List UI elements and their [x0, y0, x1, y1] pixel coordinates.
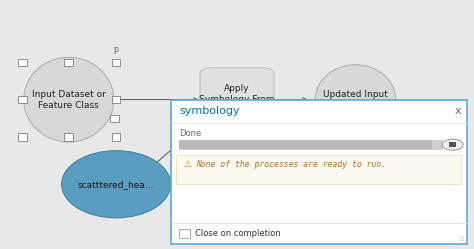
FancyBboxPatch shape	[171, 100, 467, 244]
Text: Updated Input
Layer: Updated Input Layer	[323, 90, 388, 110]
Bar	[18, 59, 27, 66]
Text: Input Dataset or
Feature Class: Input Dataset or Feature Class	[32, 90, 106, 110]
Bar	[179, 229, 190, 238]
Bar	[112, 96, 120, 103]
Text: x: x	[455, 106, 462, 117]
Ellipse shape	[315, 65, 396, 134]
Bar	[18, 96, 27, 103]
Text: Close on completion: Close on completion	[195, 229, 281, 238]
Bar	[64, 133, 73, 141]
Bar	[110, 115, 119, 122]
Circle shape	[442, 139, 463, 150]
Text: Apply
Symbology From
Layer: Apply Symbology From Layer	[199, 84, 275, 115]
FancyBboxPatch shape	[200, 68, 274, 131]
Bar	[18, 133, 27, 141]
Bar	[179, 140, 442, 149]
Text: p: p	[114, 45, 118, 54]
Bar	[449, 142, 456, 147]
Text: ⚠: ⚠	[183, 160, 191, 169]
Text: ⠿: ⠿	[459, 237, 464, 242]
Bar	[112, 59, 120, 66]
Bar	[179, 140, 432, 149]
Ellipse shape	[62, 151, 171, 218]
Ellipse shape	[24, 57, 114, 142]
Bar	[64, 59, 73, 66]
Text: symbology: symbology	[179, 106, 240, 117]
Text: scatttered_hea...: scatttered_hea...	[78, 180, 155, 189]
Bar	[176, 155, 461, 184]
Bar	[112, 133, 120, 141]
Text: Done: Done	[179, 129, 201, 138]
Text: None of the processes are ready to run.: None of the processes are ready to run.	[196, 160, 386, 169]
